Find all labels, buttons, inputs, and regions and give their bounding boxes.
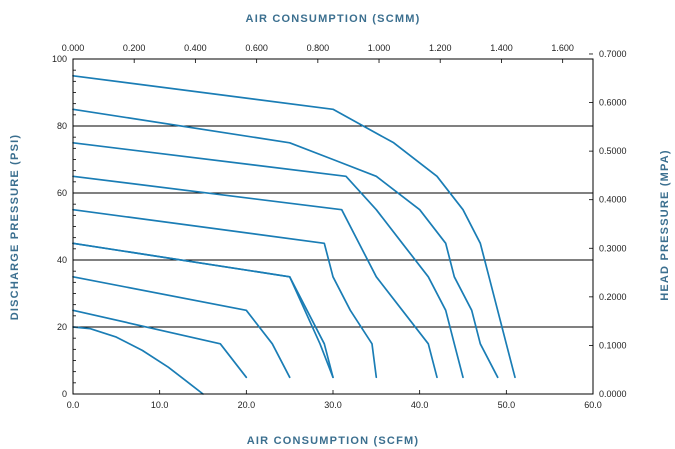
y-tick-label: 0 bbox=[62, 389, 67, 399]
x-tick-label: 10.0 bbox=[151, 400, 169, 410]
series-line-5 bbox=[72, 242, 334, 379]
x-tick-label: 0.0 bbox=[67, 400, 80, 410]
x-tick-label: 20.0 bbox=[238, 400, 256, 410]
series-curves bbox=[72, 74, 516, 395]
left-axis-title: DISCHARGE PRESSURE (PSI) bbox=[9, 134, 21, 321]
series-line-9 bbox=[72, 108, 499, 379]
right-tick-label: 0.4000 bbox=[599, 195, 627, 205]
right-tick-label: 0.5000 bbox=[599, 146, 627, 156]
top-tick-label: 1.400 bbox=[490, 43, 513, 53]
x-tick-label: 60.0 bbox=[584, 400, 602, 410]
series-line-1 bbox=[72, 326, 204, 395]
right-tick-label: 0.7000 bbox=[599, 49, 627, 59]
series-line-7 bbox=[72, 175, 438, 379]
axis-tick-labels: 0.0 10.0 20.0 30.0 40.0 50.0 60.00204060801000… bbox=[52, 43, 627, 410]
series-line-2 bbox=[72, 309, 248, 379]
top-tick-label: 0.200 bbox=[123, 43, 146, 53]
x-tick-label: 30.0 bbox=[324, 400, 342, 410]
series-line-8 bbox=[72, 141, 464, 379]
y-tick-label: 60 bbox=[57, 188, 67, 198]
right-tick-label: 0.3000 bbox=[599, 243, 627, 253]
x-tick-label: 40.0 bbox=[411, 400, 429, 410]
x-tick-label: 50.0 bbox=[498, 400, 516, 410]
series-line-10 bbox=[72, 74, 516, 379]
y-tick-label: 80 bbox=[57, 121, 67, 131]
top-tick-label: 0.000 bbox=[62, 43, 85, 53]
top-tick-label: 1.000 bbox=[368, 43, 391, 53]
bottom-axis-title: AIR CONSUMPTION (SCFM) bbox=[247, 435, 419, 447]
series-line-3 bbox=[72, 275, 291, 379]
axis-ticks bbox=[72, 53, 594, 395]
grid-lines bbox=[73, 125, 593, 328]
top-tick-label: 0.600 bbox=[245, 43, 268, 53]
y-tick-label: 40 bbox=[57, 255, 67, 265]
top-axis-title: AIR CONSUMPTION (SCMM) bbox=[246, 13, 421, 25]
series-line-6 bbox=[72, 208, 378, 379]
top-tick-label: 1.200 bbox=[429, 43, 452, 53]
y-tick-label: 100 bbox=[52, 54, 67, 64]
right-axis-title: HEAD PRESSURE (MPA) bbox=[659, 149, 671, 301]
top-tick-label: 0.400 bbox=[184, 43, 207, 53]
right-tick-label: 0.0000 bbox=[599, 389, 627, 399]
right-tick-label: 0.6000 bbox=[599, 98, 627, 108]
right-tick-label: 0.1000 bbox=[599, 340, 627, 350]
y-tick-label: 20 bbox=[57, 322, 67, 332]
top-tick-label: 1.600 bbox=[551, 43, 574, 53]
right-tick-label: 0.2000 bbox=[599, 292, 627, 302]
top-tick-label: 0.800 bbox=[307, 43, 330, 53]
